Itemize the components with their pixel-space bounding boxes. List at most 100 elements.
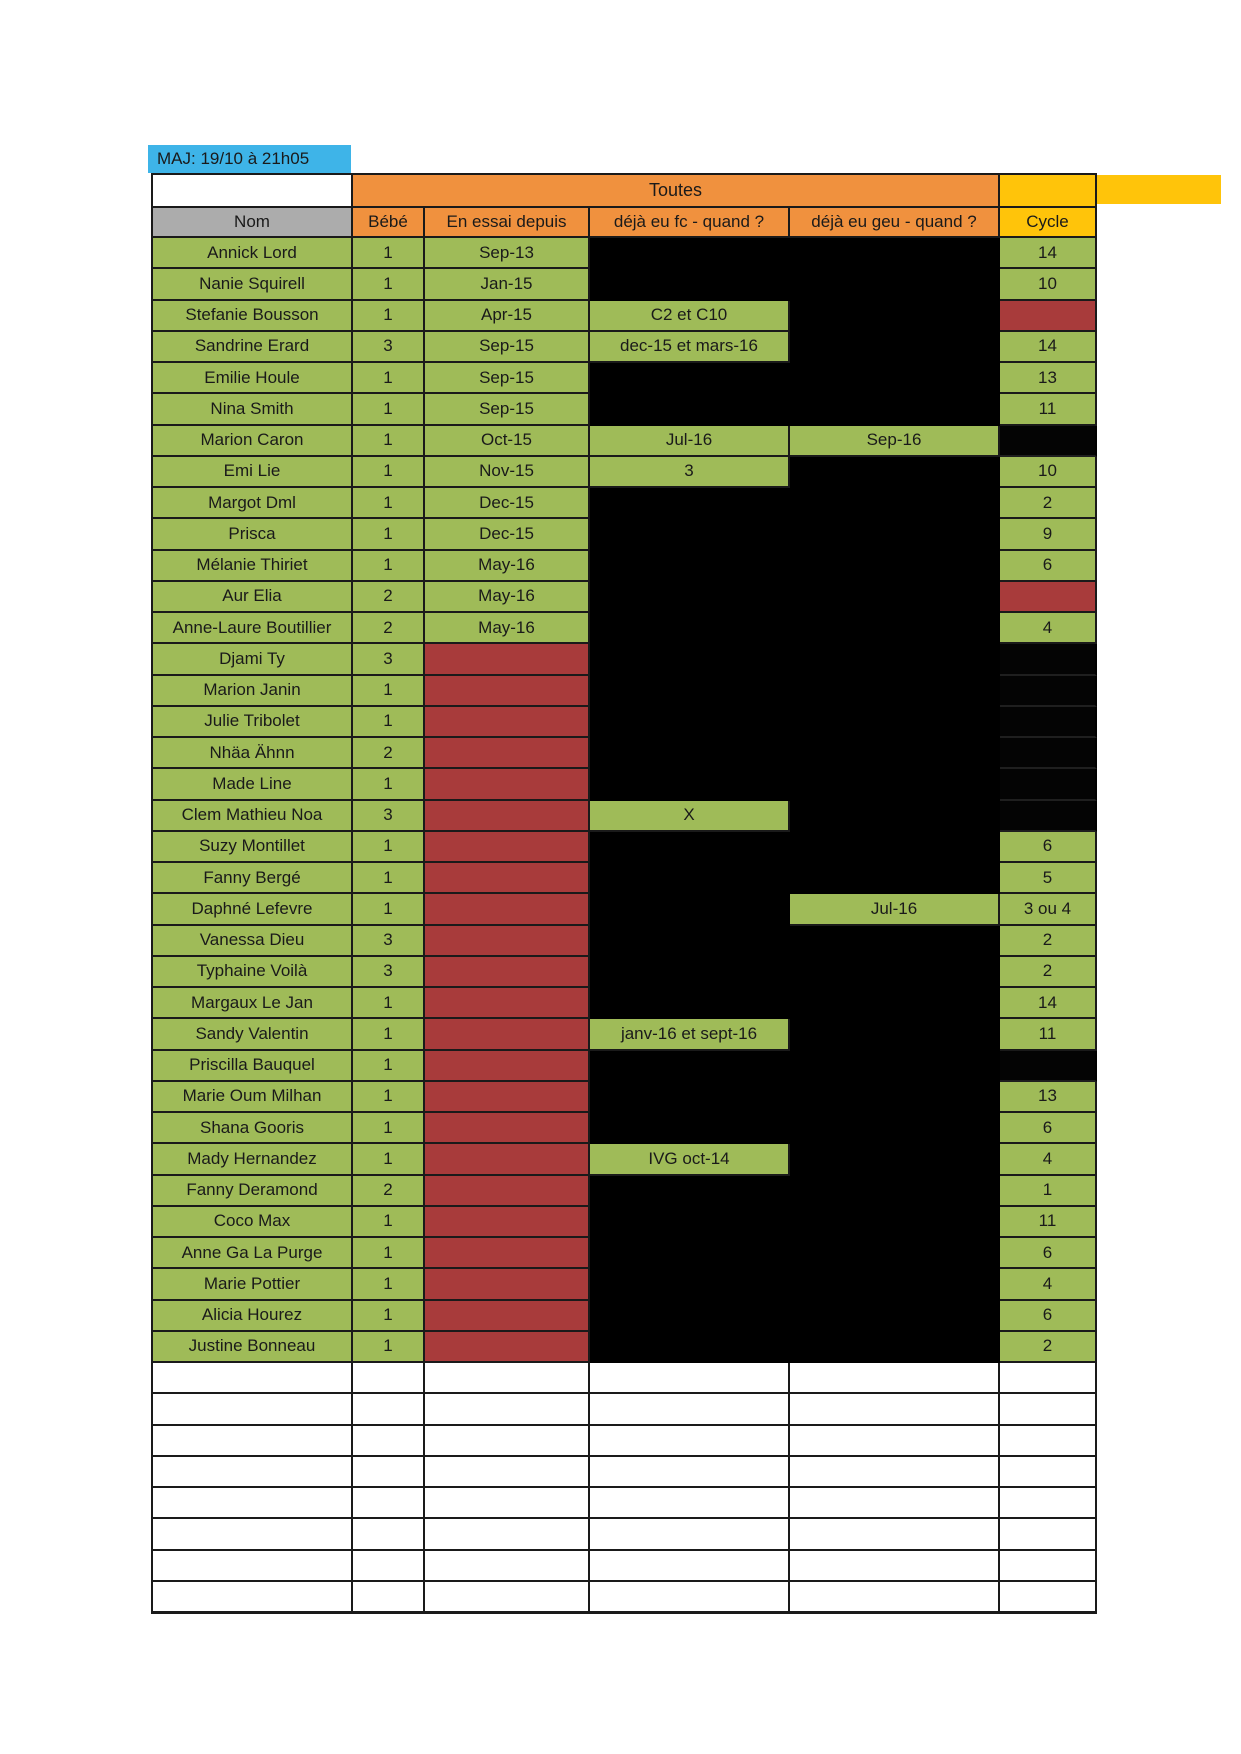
cell-bebe	[353, 1363, 425, 1395]
cell-fc	[590, 863, 790, 895]
column-header-nom: Nom	[153, 208, 353, 238]
cell-essai	[425, 1144, 590, 1176]
cell-nom: Marion Janin	[153, 675, 353, 707]
cell-bebe: 1	[353, 769, 425, 801]
table-row: Fanny Bergé 1 5	[153, 863, 1097, 895]
cell-nom: Clem Mathieu Noa	[153, 800, 353, 832]
cell-geu	[790, 300, 1000, 332]
cell-geu	[790, 1144, 1000, 1176]
cell-fc	[590, 581, 790, 613]
cell-geu	[790, 1300, 1000, 1332]
cell-bebe: 3	[353, 925, 425, 957]
cell-fc	[590, 1519, 790, 1551]
cell-fc	[590, 894, 790, 926]
cell-essai	[425, 956, 590, 988]
cell-nom: Sandrine Erard	[153, 331, 353, 363]
cell-bebe	[353, 1488, 425, 1520]
cell-nom: Nina Smith	[153, 394, 353, 426]
empty-row	[153, 1425, 1097, 1457]
cell-geu	[790, 738, 1000, 770]
cell-bebe	[353, 1425, 425, 1457]
cell-essai	[425, 1081, 590, 1113]
cell-geu	[790, 1331, 1000, 1363]
empty-row	[153, 1456, 1097, 1488]
cell-bebe: 1	[353, 519, 425, 551]
cell-cycle: 10	[1000, 456, 1097, 488]
cell-essai: Oct-15	[425, 425, 590, 457]
cell-essai	[425, 706, 590, 738]
group-header-blank-cell	[153, 175, 353, 208]
cell-cycle: 6	[1000, 1300, 1097, 1332]
cell-geu	[790, 644, 1000, 676]
cell-nom: Emi Lie	[153, 456, 353, 488]
cell-cycle: 13	[1000, 1081, 1097, 1113]
cell-nom	[153, 1519, 353, 1551]
cell-cycle: 11	[1000, 1019, 1097, 1051]
column-header-bebe: Bébé	[353, 208, 425, 238]
column-header-row: Nom Bébé En essai depuis déjà eu fc - qu…	[153, 208, 1097, 238]
cell-essai	[425, 1456, 590, 1488]
cell-geu	[790, 1519, 1000, 1551]
cell-essai	[425, 1425, 590, 1457]
table-row: Marie Oum Milhan 1 13	[153, 1081, 1097, 1113]
cell-fc	[590, 1331, 790, 1363]
cell-essai	[425, 1113, 590, 1145]
cell-nom: Typhaine Voilà	[153, 956, 353, 988]
cell-bebe: 2	[353, 738, 425, 770]
cell-fc	[590, 1081, 790, 1113]
cell-essai	[425, 769, 590, 801]
table-row: Justine Bonneau 1 2	[153, 1331, 1097, 1363]
table-row: Nhäa Ähnn 2	[153, 738, 1097, 770]
cell-geu	[790, 1456, 1000, 1488]
cell-geu	[790, 988, 1000, 1020]
cell-cycle	[1000, 1519, 1097, 1551]
cell-fc	[590, 675, 790, 707]
cell-fc	[590, 925, 790, 957]
cell-geu: Jul-16	[790, 894, 1000, 926]
cell-fc: X	[590, 800, 790, 832]
cell-cycle	[1000, 1425, 1097, 1457]
cell-essai: Apr-15	[425, 300, 590, 332]
cell-nom: Anne-Laure Boutillier	[153, 613, 353, 645]
cell-essai: Sep-15	[425, 394, 590, 426]
cell-essai	[425, 1363, 590, 1395]
cell-essai: Nov-15	[425, 456, 590, 488]
cell-essai	[425, 1394, 590, 1426]
cell-fc	[590, 1300, 790, 1332]
table-row: Fanny Deramond 2 1	[153, 1175, 1097, 1207]
cell-nom: Margaux Le Jan	[153, 988, 353, 1020]
cell-essai: May-16	[425, 613, 590, 645]
cell-cycle	[1000, 706, 1097, 738]
cell-fc	[590, 988, 790, 1020]
cell-geu	[790, 1394, 1000, 1426]
table-row: Margaux Le Jan 1 14	[153, 988, 1097, 1020]
cell-cycle: 11	[1000, 394, 1097, 426]
spreadsheet-table: Toutes Nom Bébé En essai depuis déjà eu …	[151, 173, 1097, 1614]
cell-cycle	[1000, 769, 1097, 801]
yellow-overflow-bar	[1097, 175, 1221, 204]
column-header-essai: En essai depuis	[425, 208, 590, 238]
cell-fc	[590, 738, 790, 770]
cell-cycle: 2	[1000, 488, 1097, 520]
table-row: Daphné Lefevre 1 Jul-16 3 ou 4	[153, 894, 1097, 926]
cell-nom	[153, 1363, 353, 1395]
cell-cycle	[1000, 675, 1097, 707]
cell-fc	[590, 488, 790, 520]
table-row: Alicia Hourez 1 6	[153, 1300, 1097, 1332]
table-row: Coco Max 1 11	[153, 1206, 1097, 1238]
cell-bebe: 1	[353, 1300, 425, 1332]
cell-cycle: 2	[1000, 1331, 1097, 1363]
cell-nom: Alicia Hourez	[153, 1300, 353, 1332]
empty-row	[153, 1519, 1097, 1551]
cell-cycle: 6	[1000, 831, 1097, 863]
group-header-title-cell: Toutes	[353, 175, 1000, 208]
cell-geu	[790, 706, 1000, 738]
cell-bebe: 1	[353, 238, 425, 270]
cell-fc	[590, 519, 790, 551]
cell-nom: Made Line	[153, 769, 353, 801]
cell-essai: May-16	[425, 581, 590, 613]
cell-nom: Marie Pottier	[153, 1269, 353, 1301]
cell-essai: Dec-15	[425, 519, 590, 551]
cell-cycle: 3 ou 4	[1000, 894, 1097, 926]
cell-geu	[790, 1175, 1000, 1207]
